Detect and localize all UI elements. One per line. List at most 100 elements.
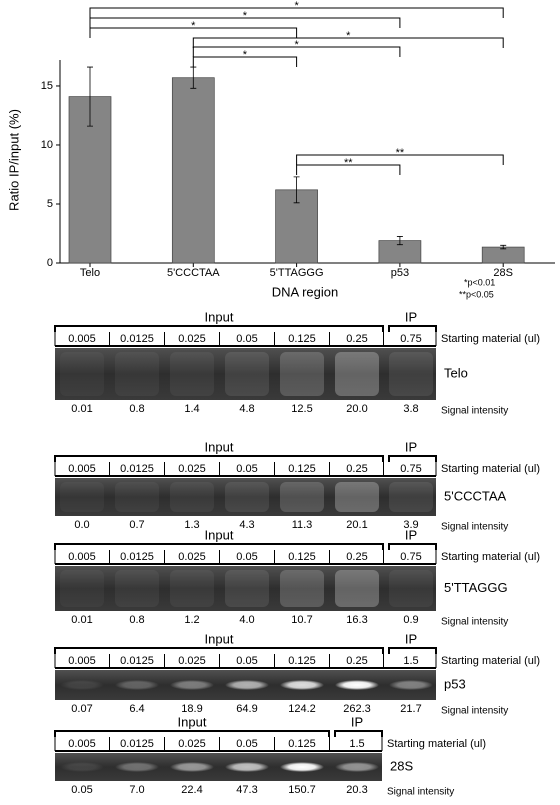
amount: 0.005 [68, 738, 96, 750]
signal: 21.7 [400, 703, 421, 715]
amount: 0.75 [400, 463, 421, 475]
amount: 0.025 [178, 333, 206, 345]
gel-band [280, 680, 324, 690]
amount: 0.05 [236, 463, 257, 475]
signal: 4.0 [239, 614, 254, 626]
significance-bracket [192, 46, 401, 57]
gel-lane [389, 352, 433, 396]
amount: 0.75 [400, 551, 421, 563]
gel-lane [170, 352, 214, 396]
signal: 22.4 [181, 784, 202, 796]
error-bar [500, 244, 507, 250]
signal: 1.2 [184, 614, 199, 626]
signal: 0.0 [74, 519, 89, 531]
gel-lane [280, 570, 324, 607]
gel-band [225, 762, 269, 772]
amount-caption: Starting material (ul) [387, 738, 486, 750]
gel-band [389, 680, 433, 690]
note: *p<0.01 [464, 277, 495, 287]
gel-lane [225, 570, 269, 607]
bracket [334, 730, 383, 737]
gel-lane [335, 482, 379, 512]
gel-lane [60, 570, 104, 607]
signal: 124.2 [288, 703, 316, 715]
gel-name: Telo [444, 365, 468, 380]
significance-label: * [346, 30, 351, 42]
ip-label: IP [351, 714, 363, 729]
signal: 10.7 [291, 614, 312, 626]
ip-label: IP [405, 631, 417, 646]
significance-bracket [89, 27, 298, 38]
gel-lane [389, 482, 433, 512]
significance-bracket [89, 7, 504, 18]
significance-label: ** [344, 157, 353, 169]
amount: 0.125 [288, 463, 316, 475]
amount: 0.125 [288, 551, 316, 563]
bracket [54, 730, 330, 737]
gel-name: 5'CCCTAA [444, 488, 507, 503]
signal-caption: Signal intensity [441, 706, 508, 717]
gel-lane [115, 482, 159, 512]
signal: 0.01 [71, 403, 92, 415]
error-bar [293, 176, 300, 204]
gel-band [280, 762, 324, 772]
signal: 64.9 [236, 703, 257, 715]
bracket [54, 455, 384, 462]
significance-bracket [296, 164, 401, 175]
gel-band [170, 680, 214, 690]
amount: 0.125 [288, 738, 316, 750]
signal-caption: Signal intensity [441, 617, 508, 628]
signal-caption: Signal intensity [441, 406, 508, 417]
significance-bracket [192, 37, 504, 48]
ip-label: IP [405, 309, 417, 324]
gel-lane [60, 352, 104, 396]
signal: 150.7 [288, 784, 316, 796]
significance-bracket [296, 154, 504, 165]
gel-lane [225, 352, 269, 396]
signal: 1.4 [184, 403, 199, 415]
amount: 0.25 [346, 463, 367, 475]
amount: 0.25 [346, 333, 367, 345]
gel [55, 478, 436, 516]
gel-name: 28S [390, 758, 413, 773]
amount: 0.005 [68, 551, 96, 563]
input-label: Input [205, 309, 234, 324]
amount: 0.025 [178, 551, 206, 563]
bracket [388, 325, 437, 332]
signal: 7.0 [129, 784, 144, 796]
amount: 1.5 [403, 655, 418, 667]
gel-lane [115, 570, 159, 607]
amount: 0.0125 [120, 738, 154, 750]
signal: 47.3 [236, 784, 257, 796]
gel-lane [225, 482, 269, 512]
signal: 6.4 [129, 703, 144, 715]
significance-bracket [192, 56, 298, 67]
y-tick-label: 10 [41, 139, 53, 151]
amount-caption: Starting material (ul) [441, 333, 540, 345]
amount: 0.025 [178, 655, 206, 667]
amount: 1.5 [349, 738, 364, 750]
significance-bracket [89, 17, 401, 28]
signal: 0.7 [129, 519, 144, 531]
significance-label: ** [396, 147, 405, 159]
bracket [54, 647, 384, 654]
bracket [388, 647, 437, 654]
bar [171, 77, 215, 264]
significance-label: * [243, 10, 248, 22]
gel [55, 348, 436, 400]
bracket [54, 325, 384, 332]
signal: 11.3 [292, 519, 313, 531]
amount: 0.25 [346, 551, 367, 563]
input-label: Input [205, 439, 234, 454]
signal: 4.3 [239, 519, 254, 531]
gel-band [115, 762, 159, 772]
amount: 0.025 [178, 463, 206, 475]
signal: 1.3 [184, 519, 199, 531]
amount: 0.005 [68, 655, 96, 667]
gel-name: 5'TTAGGG [444, 580, 508, 595]
amount: 0.05 [236, 333, 257, 345]
y-tick-label: 5 [47, 198, 53, 210]
signal: 16.3 [346, 614, 367, 626]
gel-lane [280, 482, 324, 512]
